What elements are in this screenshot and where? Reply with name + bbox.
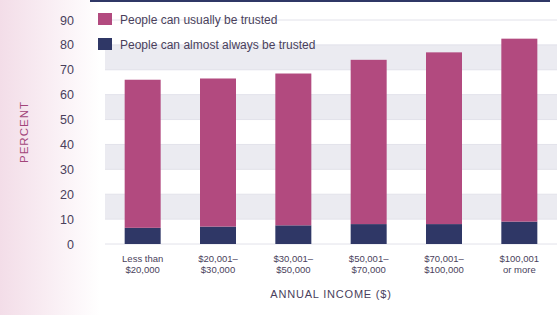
background — [0, 0, 100, 315]
y-axis-title: PERCENT — [18, 101, 30, 163]
x-tick-label: $70,001–$100,000 — [424, 253, 464, 275]
bar-segment — [275, 74, 311, 226]
bar-segment — [125, 228, 161, 244]
bar-segment — [200, 78, 236, 226]
y-tick-label: 20 — [60, 188, 74, 202]
y-tick-label: 70 — [60, 63, 74, 77]
bar-segment — [351, 224, 387, 244]
y-tick-label: 0 — [67, 238, 74, 252]
grid-line — [105, 119, 557, 120]
y-tick-label: 50 — [60, 113, 74, 127]
bars — [125, 39, 538, 244]
grid-band — [105, 95, 557, 120]
bar-segment — [200, 227, 236, 244]
x-tick-label: $20,001–$30,000 — [198, 253, 238, 275]
top-rule — [90, 0, 550, 2]
grid-line — [105, 244, 557, 245]
y-tick-label: 40 — [60, 138, 74, 152]
grid-line — [105, 144, 557, 145]
y-tick-label: 10 — [60, 213, 74, 227]
grid-line — [105, 94, 557, 95]
legend-label: People can usually be trusted — [120, 13, 277, 27]
bar-segment — [426, 52, 462, 224]
grid-line — [105, 219, 557, 220]
grid-line — [105, 194, 557, 195]
chart-svg: 0 10 20 30 40 50 60 70 80 90 PERCENT Less than$20,0… — [0, 0, 560, 315]
bar-segment — [125, 80, 161, 228]
bar-segment — [351, 60, 387, 224]
x-tick-label: $50,001–$70,000 — [349, 253, 389, 275]
y-tick-label: 80 — [60, 38, 74, 52]
y-tick-label: 60 — [60, 88, 74, 102]
legend-label: People can almost always be trusted — [120, 38, 315, 52]
bar-segment — [275, 225, 311, 244]
x-tick-label: $30,001–$50,000 — [274, 253, 314, 275]
y-axis-line — [105, 20, 106, 244]
chart-container: 0 10 20 30 40 50 60 70 80 90 PERCENT Less than$20,0… — [0, 0, 560, 315]
grid-line — [105, 169, 557, 170]
y-tick-label: 90 — [60, 14, 74, 28]
x-tick-label: Less than$20,000 — [122, 253, 163, 275]
grid-line — [105, 69, 557, 70]
legend-swatch — [98, 38, 112, 50]
grid-band — [105, 144, 557, 169]
bar-segment — [501, 39, 537, 222]
y-tick-label: 30 — [60, 163, 74, 177]
x-tick-label: $100,001or more — [500, 253, 540, 275]
grid-band — [105, 194, 557, 219]
bar-segment — [426, 224, 462, 244]
bar-segment — [501, 222, 537, 244]
legend-swatch — [98, 13, 112, 25]
x-axis-title: ANNUAL INCOME ($) — [270, 288, 391, 300]
